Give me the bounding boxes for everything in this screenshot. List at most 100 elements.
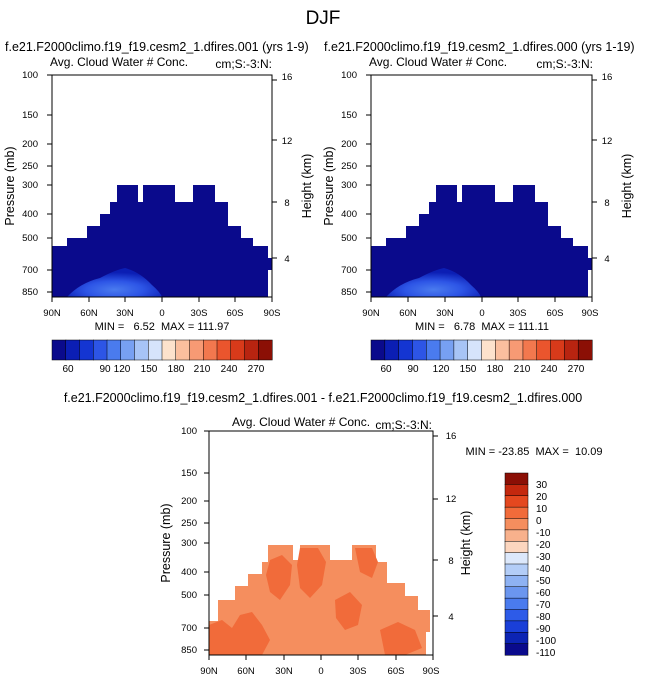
colorbar-label: 210 xyxy=(514,364,531,375)
pressure-tick-label: 300 xyxy=(181,538,197,549)
pressure-tick-label: 500 xyxy=(181,590,197,601)
diff-panel-field xyxy=(209,545,430,655)
colorbar-label: 240 xyxy=(221,364,238,375)
height-tick-label: 12 xyxy=(282,136,293,147)
panel-1-colorbar xyxy=(51,339,273,361)
colorbar-label: -60 xyxy=(536,588,551,599)
pressure-tick-label: 400 xyxy=(341,209,357,220)
pressure-tick-label: 150 xyxy=(22,110,38,121)
lat-tick-label: 60N xyxy=(80,308,98,319)
colorbar-label: 120 xyxy=(114,364,131,375)
colorbar-swatch xyxy=(504,472,529,485)
lat-tick-label: 30N xyxy=(436,308,454,319)
colorbar-swatch xyxy=(495,339,510,361)
colorbar-swatch xyxy=(504,518,529,531)
diff-panel: f.e21.F2000climo.f19_f19.cesm2_1.dfires.… xyxy=(64,391,603,677)
panel-1-case-title: f.e21.F2000climo.f19_f19.cesm2_1.dfires.… xyxy=(5,40,309,54)
colorbar-label: -100 xyxy=(536,636,556,647)
colorbar-label: -90 xyxy=(536,624,551,635)
colorbar-label: -110 xyxy=(536,648,556,659)
colorbar-swatch xyxy=(148,339,163,361)
pressure-tick-label: 850 xyxy=(22,287,38,298)
height-tick-label: 12 xyxy=(602,136,613,147)
diff-panel-pressure-tick-labels: 100 150 200 250 300 400 500 700 850 xyxy=(181,426,197,656)
pressure-tick-label: 400 xyxy=(22,209,38,220)
lat-tick-label: 0 xyxy=(479,308,484,319)
colorbar-label: 150 xyxy=(141,364,158,375)
diff-panel-lat-tick-labels: 90N 60N 30N 0 30S 60S 90S xyxy=(200,666,439,677)
height-tick-label: 16 xyxy=(446,431,457,442)
colorbar-label: 240 xyxy=(541,364,558,375)
panel-1-stats: MIN = 6.52 MAX = 111.97 xyxy=(95,321,230,333)
panel-2-bottom-ticks xyxy=(370,297,593,302)
colorbar-swatch xyxy=(504,529,529,542)
height-tick-label: 12 xyxy=(446,494,457,505)
colorbar-swatch xyxy=(426,339,441,361)
colorbar-label: 180 xyxy=(487,364,504,375)
pressure-tick-label: 500 xyxy=(22,233,38,244)
diff-panel-stats: MIN = -23.85 MAX = 10.09 xyxy=(466,446,603,458)
lat-tick-label: 60S xyxy=(547,308,564,319)
panel-2-right-ticks xyxy=(592,79,597,259)
colorbar-label: 210 xyxy=(194,364,211,375)
diff-panel-positive-patches xyxy=(209,548,422,655)
colorbar-label: -70 xyxy=(536,600,551,611)
pressure-tick-label: 100 xyxy=(181,426,197,437)
colorbar-swatch xyxy=(504,632,529,645)
height-tick-label: 4 xyxy=(604,254,609,265)
colorbar-swatch xyxy=(203,339,218,361)
colorbar-swatch xyxy=(93,339,108,361)
diff-panel-ylabel-right: Height (km) xyxy=(459,511,473,576)
colorbar-label: 90 xyxy=(407,364,419,375)
colorbar-swatch xyxy=(370,339,386,361)
lat-tick-label: 90S xyxy=(423,666,440,677)
colorbar-swatch xyxy=(504,552,529,565)
colorbar-swatch xyxy=(175,339,191,361)
colorbar-swatch xyxy=(508,339,524,361)
colorbar-swatch xyxy=(230,339,246,361)
colorbar-swatch xyxy=(65,339,81,361)
panel-2-right-label: cm;S:-3:N: xyxy=(536,57,593,71)
panel-1-maximum-region xyxy=(67,268,162,297)
colorbar-label: 180 xyxy=(168,364,185,375)
colorbar-swatch xyxy=(504,563,529,576)
colorbar-swatch xyxy=(481,339,496,361)
colorbar-swatch xyxy=(504,495,529,508)
colorbar-swatch xyxy=(550,339,565,361)
lat-tick-label: 30N xyxy=(116,308,134,319)
pressure-tick-label: 150 xyxy=(341,110,357,121)
lat-tick-label: 90N xyxy=(43,308,61,319)
panel-1-bottom-ticks xyxy=(51,297,273,302)
panel-1-right-label: cm;S:-3:N: xyxy=(215,57,272,71)
height-tick-label: 8 xyxy=(284,198,289,209)
height-tick-label: 16 xyxy=(602,72,613,83)
colorbar-swatch xyxy=(504,620,529,633)
colorbar-swatch xyxy=(564,339,579,361)
panel-1: f.e21.F2000climo.f19_f19.cesm2_1.dfires.… xyxy=(3,40,314,375)
panel-2-case-title: f.e21.F2000climo.f19_f19.cesm2_1.dfires.… xyxy=(324,40,635,54)
figure-title: DJF xyxy=(306,8,341,29)
lat-tick-label: 30S xyxy=(510,308,527,319)
colorbar-swatch xyxy=(189,339,204,361)
diff-panel-height-tick-labels: 16 12 8 4 xyxy=(446,431,457,623)
panel-1-ylabel: Pressure (mb) xyxy=(3,146,17,225)
panel-1-colorbar-labels: 60 90 120 150 180 210 240 270 xyxy=(62,364,264,375)
lat-tick-label: 60S xyxy=(227,308,244,319)
colorbar-label: 60 xyxy=(380,364,392,375)
colorbar-label: 30 xyxy=(536,480,548,491)
panel-1-pressure-tick-labels: 100 150 200 250 300 400 500 700 850 xyxy=(22,70,38,298)
diff-panel-bottom-ticks xyxy=(208,655,434,660)
colorbar-swatch xyxy=(536,339,552,361)
pressure-tick-label: 700 xyxy=(341,265,357,276)
height-tick-label: 4 xyxy=(448,612,453,623)
colorbar-label: 0 xyxy=(536,516,542,527)
lat-tick-label: 0 xyxy=(318,666,323,677)
panel-1-height-tick-labels: 16 12 8 4 xyxy=(282,72,293,265)
colorbar-label: -20 xyxy=(536,540,551,551)
lat-tick-label: 60S xyxy=(388,666,405,677)
colorbar-swatch xyxy=(244,339,259,361)
colorbar-swatch xyxy=(504,541,529,554)
panel-1-field xyxy=(52,185,272,297)
panel-2-pressure-tick-labels: 100 150 200 250 300 400 500 700 850 xyxy=(341,70,357,298)
colorbar-label: 10 xyxy=(536,504,548,515)
